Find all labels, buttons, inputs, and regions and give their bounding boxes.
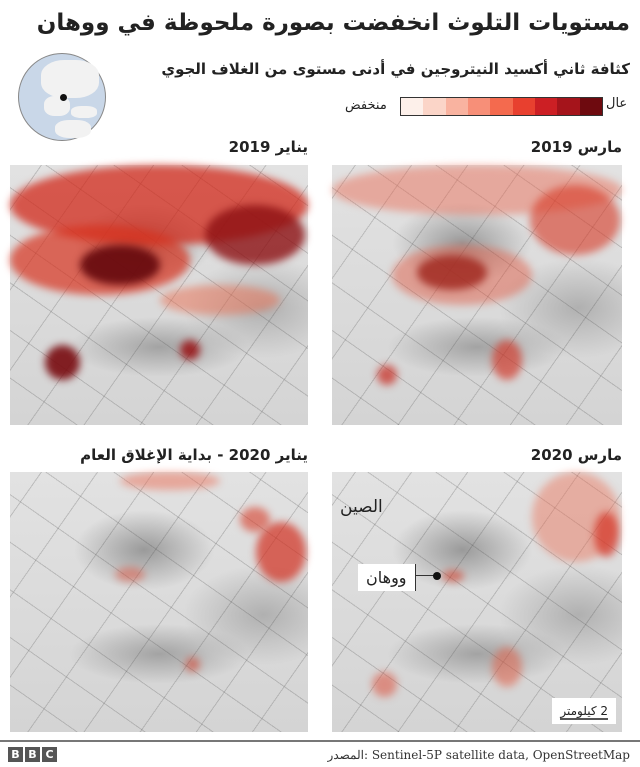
bbc-logo: B B C (8, 747, 57, 762)
map-mar-2020: الصين ووهان 2 كيلومتر (332, 472, 622, 732)
wuhan-dot (433, 572, 441, 580)
legend-color-scale (400, 97, 603, 116)
scale-label: 2 كيلومتر (560, 704, 608, 720)
wuhan-location-dot (60, 94, 67, 101)
legend-swatch (534, 98, 558, 115)
bbc-logo-letter: C (42, 747, 57, 762)
map-jan-2020 (10, 472, 308, 732)
page-title: مستويات التلوث انخفضت بصورة ملحوظة في وو… (36, 10, 630, 36)
source-credit: المصدر: Sentinel-5P satellite data, Open… (327, 748, 630, 762)
legend-swatch (579, 98, 602, 115)
map-mar-2019 (332, 165, 622, 425)
legend-swatch (557, 98, 580, 115)
panel-title-mar-2020: مارس 2020 (530, 446, 622, 464)
legend-swatch (512, 98, 535, 115)
legend-swatch (401, 98, 424, 115)
locator-globe (18, 53, 106, 141)
map-jan-2019 (10, 165, 308, 425)
panel-title-jan-2020: يناير 2020 - بداية الإغلاق العام (80, 446, 308, 464)
panel-title-jan-2019: يناير 2019 (228, 138, 308, 156)
panel-title-mar-2019: مارس 2019 (530, 138, 622, 156)
wuhan-leader-line (416, 575, 436, 576)
scale-bar: 2 كيلومتر (552, 698, 616, 724)
legend-swatch (490, 98, 513, 115)
legend-swatch (445, 98, 468, 115)
subtitle: كثافة ثاني أكسيد النيتروجين في أدنى مستو… (161, 60, 630, 78)
legend-high-label: عال (606, 96, 628, 111)
bbc-logo-letter: B (25, 747, 40, 762)
legend-low-label: منخفض (345, 98, 387, 113)
wuhan-label: ووهان (358, 564, 416, 591)
bbc-logo-letter: B (8, 747, 23, 762)
china-label: الصين (340, 497, 383, 517)
legend-swatch (467, 98, 491, 115)
legend-swatch (423, 98, 446, 115)
footer-divider (0, 740, 640, 742)
